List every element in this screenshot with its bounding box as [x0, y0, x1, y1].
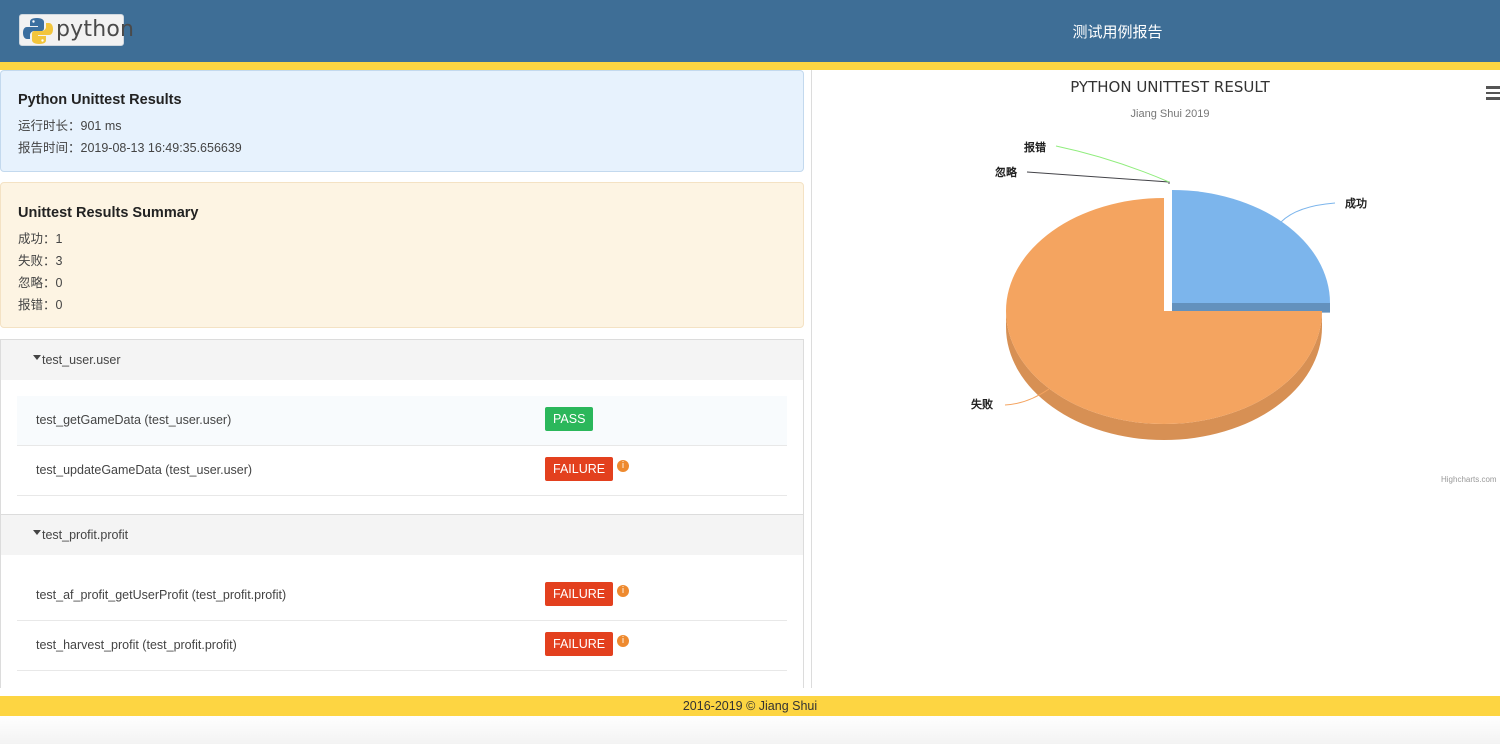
- top-header: python 测试用例报告: [0, 0, 1500, 62]
- logo-text: python: [56, 17, 135, 42]
- status-badge-failure: FAILURE: [545, 632, 614, 656]
- test-case-name: test_af_profit_getUserProfit (test_profi…: [36, 588, 287, 602]
- chart-credits[interactable]: Highcharts.com: [1441, 475, 1497, 484]
- test-group: test_profit.profit test_af_profit_getUse…: [0, 514, 804, 688]
- summary-panel-title: Unittest Results Summary: [18, 205, 199, 221]
- status-badge-pass: PASS: [545, 407, 594, 431]
- group-header-test-user[interactable]: test_user.user: [1, 340, 803, 380]
- status-badge-failure: FAILURE: [545, 582, 614, 606]
- pie-label-connector-3: [1055, 145, 1170, 183]
- test-case-row: test_af_profit_getUserProfit (test_profi…: [17, 571, 787, 621]
- python-logo[interactable]: python: [19, 14, 134, 46]
- footer: 2016-2019 © Jiang Shui: [0, 696, 1500, 716]
- group-name: test_profit.profit: [42, 528, 129, 542]
- test-case-row: test_getGameData (test_user.user) PASS: [17, 396, 787, 446]
- caret-down-icon[interactable]: [33, 530, 41, 535]
- report-time: 报告时间：2019-08-13 16:49:35.656639: [18, 141, 242, 155]
- info-panel-title: Python Unittest Results: [18, 92, 182, 108]
- chart-menu-icon[interactable]: [1486, 86, 1500, 100]
- chart-subtitle: Jiang Shui 2019: [1131, 108, 1210, 120]
- pie-chart-svg: PYTHON UNITTEST RESULT Jiang Shui 2019 成…: [971, 78, 1497, 484]
- header-accent-stripe: [0, 62, 1500, 70]
- summary-error: 报错：0: [18, 298, 63, 312]
- error-detail-icon[interactable]: i: [617, 635, 629, 647]
- pie-slice-edge-0: [1172, 303, 1330, 313]
- error-detail-icon[interactable]: i: [617, 460, 629, 472]
- chart-title: PYTHON UNITTEST RESULT: [1070, 78, 1270, 96]
- caret-down-icon[interactable]: [33, 355, 41, 360]
- summary-panel: Unittest Results Summary 成功：1 失败：3 忽略：0 …: [0, 182, 804, 328]
- pie-slice-1[interactable]: [1006, 198, 1322, 424]
- pie-label-2: 忽略: [995, 165, 1018, 179]
- group-header-test-profit[interactable]: test_profit.profit: [1, 515, 803, 555]
- status-badge-failure: FAILURE: [545, 457, 614, 481]
- summary-skipped: 忽略：0: [18, 276, 63, 290]
- pie-label-connector-0: [1280, 202, 1336, 223]
- test-case-name: test_updateGameData (test_user.user): [36, 463, 253, 477]
- summary-success: 成功：1: [18, 232, 63, 246]
- run-duration: 运行时长：901 ms: [18, 119, 122, 133]
- test-case-row: test_updateGameData (test_user.user) FAI…: [17, 446, 787, 496]
- pie-slice-0[interactable]: [1172, 190, 1330, 303]
- test-case-row: test_harvest_profit (test_profit.profit)…: [17, 621, 787, 671]
- error-detail-icon[interactable]: i: [617, 585, 629, 597]
- bottom-area: [0, 716, 1500, 744]
- page-title: 测试用例报告: [1072, 24, 1163, 41]
- summary-failure: 失败：3: [18, 254, 63, 268]
- test-case-name: test_harvest_profit (test_profit.profit): [36, 638, 237, 652]
- pie-label-0: 成功: [1345, 196, 1367, 210]
- result-pie-chart: PYTHON UNITTEST RESULT Jiang Shui 2019 成…: [813, 70, 1500, 688]
- results-column: Python Unittest Results 运行时长：901 ms 报告时间…: [0, 70, 812, 688]
- pie-label-connector-1: [1004, 388, 1050, 406]
- test-group: test_user.user test_getGameData (test_us…: [0, 339, 804, 514]
- pie-label-1: 失败: [971, 397, 993, 411]
- pie-label-3: 报错: [1024, 140, 1046, 154]
- python-snake-icon: [23, 18, 53, 44]
- info-panel: Python Unittest Results 运行时长：901 ms 报告时间…: [0, 70, 804, 172]
- group-name: test_user.user: [42, 353, 121, 367]
- test-case-name: test_getGameData (test_user.user): [36, 413, 232, 427]
